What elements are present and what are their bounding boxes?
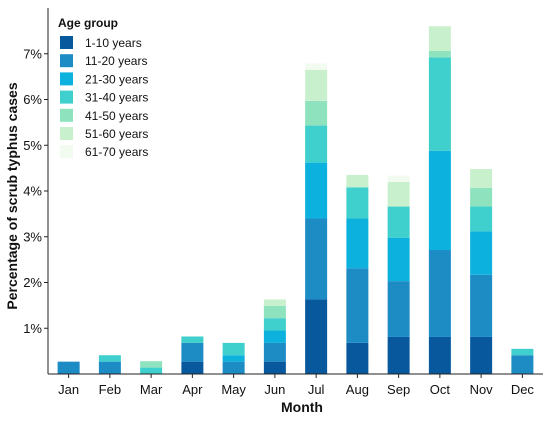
- legend-label-1-10-years: 1-10 years: [85, 36, 142, 50]
- bar-segment-may-21-30-years: [222, 355, 245, 362]
- legend-label-41-50-years: 41-50 years: [85, 109, 148, 123]
- legend-swatch-11-20-years: [60, 54, 73, 68]
- bar-segment-apr-11-20-years: [181, 342, 204, 362]
- bar-segment-feb-11-20-years: [98, 361, 121, 374]
- bar-segment-sep-11-20-years: [387, 281, 410, 337]
- y-tick-label: 1%: [23, 321, 42, 336]
- x-tick-label: May: [221, 382, 246, 397]
- bar-segment-nov-41-50-years: [470, 187, 493, 207]
- bar-segment-oct-51-60-years: [428, 26, 451, 51]
- x-tick-label: Aug: [346, 382, 369, 397]
- legend-title: Age group: [58, 16, 118, 30]
- bar-segment-mar-31-40-years: [140, 367, 163, 374]
- bar-segment-jul-1-10-years: [305, 299, 328, 374]
- legend-label-51-60-years: 51-60 years: [85, 127, 148, 141]
- y-tick-label: 4%: [23, 184, 42, 199]
- x-tick-label: Oct: [430, 382, 451, 397]
- bar-segment-jun-41-50-years: [263, 305, 286, 319]
- y-tick-label: 2%: [23, 275, 42, 290]
- bar-segment-sep-21-30-years: [387, 237, 410, 282]
- legend-label-31-40-years: 31-40 years: [85, 91, 148, 105]
- bar-segment-dec-31-40-years: [511, 348, 534, 356]
- bar-segment-aug-1-10-years: [346, 342, 369, 374]
- legend-swatch-31-40-years: [60, 90, 73, 104]
- y-axis-ticks: 1% 2% 3% 4% 5% 6% 7%: [23, 46, 48, 336]
- bar-segment-sep-1-10-years: [387, 336, 410, 374]
- bar-segment-apr-31-40-years: [181, 336, 204, 343]
- y-axis-title: Percentage of scrub typhus cases: [4, 82, 20, 309]
- bar-segment-oct-11-20-years: [428, 250, 451, 337]
- legend-label-21-30-years: 21-30 years: [85, 72, 148, 86]
- bar-segment-jul-21-30-years: [305, 162, 328, 219]
- bar-segment-aug-11-20-years: [346, 268, 369, 343]
- legend-swatch-1-10-years: [60, 36, 73, 49]
- bar-segment-oct-41-50-years: [428, 51, 451, 58]
- bar-segment-sep-61-70-years: [387, 175, 410, 182]
- y-tick-label: 7%: [23, 46, 42, 61]
- y-tick-label: 3%: [23, 229, 42, 244]
- y-tick-label: 5%: [23, 138, 42, 153]
- bar-segment-nov-31-40-years: [470, 206, 493, 232]
- x-tick-label: Sep: [387, 382, 410, 397]
- x-axis-ticks: Jan Feb Mar Apr May Jun Jul Aug Sep Oct Nov Dec: [58, 374, 534, 397]
- legend-label-11-20-years: 11-20 years: [85, 54, 147, 68]
- x-tick-label: Jul: [308, 382, 325, 397]
- legend-swatch-41-50-years: [60, 108, 73, 122]
- bar-segment-oct-1-10-years: [428, 336, 451, 374]
- bar-segment-may-31-40-years: [222, 342, 245, 356]
- bar-segment-jul-51-60-years: [305, 69, 328, 101]
- bar-segment-jun-11-20-years: [263, 342, 286, 362]
- x-tick-label: Apr: [182, 382, 203, 397]
- bar-segment-oct-21-30-years: [428, 150, 451, 251]
- legend-swatch-51-60-years: [60, 127, 73, 140]
- bar-segment-oct-31-40-years: [428, 57, 451, 151]
- bar-segment-sep-51-60-years: [387, 181, 410, 207]
- bar-segment-nov-1-10-years: [470, 336, 493, 374]
- bar-segment-aug-51-60-years: [346, 174, 369, 188]
- bar-segment-jun-1-10-years: [263, 361, 286, 374]
- bar-segment-nov-11-20-years: [470, 274, 493, 337]
- x-tick-label: Jun: [264, 382, 285, 397]
- bar-stacks: [57, 26, 534, 374]
- bar-segment-jul-31-40-years: [305, 125, 328, 163]
- legend-swatch-21-30-years: [60, 72, 73, 86]
- legend-swatch-61-70-years: [60, 145, 73, 159]
- x-tick-label: Nov: [470, 382, 494, 397]
- bar-segment-sep-31-40-years: [387, 206, 410, 238]
- bar-segment-feb-31-40-years: [98, 355, 121, 362]
- bar-segment-nov-21-30-years: [470, 231, 493, 275]
- bar-segment-may-11-20-years: [222, 361, 245, 374]
- bar-segment-nov-51-60-years: [470, 169, 493, 188]
- bar-segment-jul-41-50-years: [305, 100, 328, 126]
- bar-segment-mar-41-50-years: [140, 361, 163, 368]
- x-tick-label: Feb: [99, 382, 121, 397]
- x-tick-label: Dec: [511, 382, 535, 397]
- x-tick-label: Jan: [58, 382, 79, 397]
- bar-segment-jun-51-60-years: [263, 299, 286, 306]
- y-tick-label: 6%: [23, 92, 42, 107]
- bar-segment-jun-21-30-years: [263, 330, 286, 343]
- bar-segment-jun-31-40-years: [263, 318, 286, 331]
- x-axis-title: Month: [281, 399, 323, 415]
- bar-segment-jul-61-70-years: [305, 63, 328, 70]
- bar-segment-aug-31-40-years: [346, 187, 369, 219]
- bar-segment-apr-1-10-years: [181, 361, 204, 374]
- legend: Age group 1-10 years 11-20 years 21-30 yea…: [58, 16, 148, 159]
- x-tick-label: Mar: [140, 382, 163, 397]
- bar-segment-aug-21-30-years: [346, 218, 369, 269]
- legend-label-61-70-years: 61-70 years: [85, 145, 148, 159]
- bar-segment-jan-11-20-years: [57, 361, 80, 374]
- bar-segment-dec-11-20-years: [511, 355, 534, 374]
- bar-segment-jul-11-20-years: [305, 218, 328, 300]
